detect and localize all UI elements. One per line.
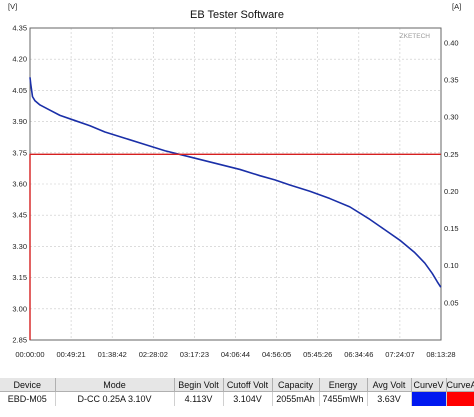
cell-mode: D-CC 0.25A 3.10V — [55, 391, 175, 406]
x-tick-label: 06:34:46 — [344, 350, 373, 359]
header-begin-volt: Begin Volt — [174, 378, 224, 392]
current-series-line — [29, 153, 441, 340]
x-tick-label: 08:13:28 — [426, 350, 455, 359]
cell-device: EBD-M05 — [0, 391, 56, 406]
x-tick-label: 00:00:00 — [15, 350, 44, 359]
left-unit-label: [V] — [8, 2, 17, 11]
y-left-tick-label: 2.85 — [12, 336, 27, 345]
x-tick-label: 04:56:05 — [262, 350, 291, 359]
x-tick-label: 05:45:26 — [303, 350, 332, 359]
y-right-tick-label: 0.40 — [444, 38, 459, 47]
y-left-tick-label: 3.00 — [12, 304, 27, 313]
header-mode: Mode — [55, 378, 175, 392]
discharge-chart: EB Tester Software [V] [A] ZKETECH 4.354… — [8, 2, 462, 359]
cell-begin-volt: 4.113V — [174, 391, 224, 406]
curve-v-color-swatch[interactable] — [411, 392, 445, 406]
cell-capacity: 2055mAh — [272, 391, 320, 406]
y-left-tick-labels: 4.35 4.20 4.05 3.90 3.75 3.60 3.45 3.30 3.15 3.00… — [12, 24, 27, 345]
y-left-tick-label: 3.90 — [12, 117, 27, 126]
y-left-tick-label: 3.15 — [12, 273, 27, 282]
x-tick-label: 03:17:23 — [180, 350, 209, 359]
x-tick-labels: 00:00:00 00:49:21 01:38:42 02:28:02 03:17:23… — [15, 350, 455, 359]
header-cutoff-volt: Cutoff Volt — [223, 378, 273, 392]
x-tick-label: 00:49:21 — [56, 350, 85, 359]
y-right-tick-label: 0.15 — [444, 224, 459, 233]
y-right-tick-label: 0.10 — [444, 261, 459, 270]
header-avg-volt: Avg Volt — [367, 378, 412, 392]
y-right-tick-label: 0.05 — [444, 298, 459, 307]
x-tick-label: 04:06:44 — [221, 350, 250, 359]
series-layer — [29, 77, 442, 340]
y-left-tick-label: 4.20 — [12, 55, 27, 64]
cell-energy: 7455mWh — [319, 391, 368, 406]
watermark: ZKETECH — [400, 33, 431, 40]
cell-avg-volt: 3.63V — [367, 391, 412, 406]
x-tick-label: 01:38:42 — [98, 350, 127, 359]
cell-curve-a-color[interactable] — [446, 391, 474, 406]
grid-lines — [30, 28, 441, 340]
y-right-tick-labels: 0.40 0.35 0.30 0.25 0.20 0.15 0.10 0.05 — [444, 38, 459, 307]
y-right-tick-label: 0.20 — [444, 187, 459, 196]
header-curve-v: CurveV — [411, 378, 447, 392]
header-curve-a: CurveA — [446, 378, 474, 392]
cell-curve-v-color[interactable] — [411, 391, 447, 406]
header-energy: Energy — [319, 378, 368, 392]
y-left-tick-label: 4.35 — [12, 24, 27, 33]
y-left-tick-label: 3.45 — [12, 211, 27, 220]
table-row[interactable]: EBD-M05 D-CC 0.25A 3.10V 4.113V 3.104V 2… — [0, 391, 474, 406]
y-left-tick-label: 3.75 — [12, 148, 27, 157]
voltage-series-line — [29, 77, 442, 288]
cell-cutoff-volt: 3.104V — [223, 391, 273, 406]
header-device: Device — [0, 378, 56, 392]
y-left-tick-label: 3.60 — [12, 180, 27, 189]
table-header-row: Device Mode Begin Volt Cutoff Volt Capac… — [0, 378, 474, 392]
x-tick-label: 07:24:07 — [385, 350, 414, 359]
curve-a-color-swatch[interactable] — [446, 392, 473, 406]
x-tick-label: 02:28:02 — [139, 350, 168, 359]
y-right-tick-label: 0.30 — [444, 113, 459, 122]
right-unit-label: [A] — [452, 2, 461, 11]
header-capacity: Capacity — [272, 378, 320, 392]
y-left-tick-label: 3.30 — [12, 242, 27, 251]
test-info-table: Device Mode Begin Volt Cutoff Volt Capac… — [0, 378, 474, 406]
y-right-tick-label: 0.35 — [444, 76, 459, 85]
chart-title: EB Tester Software — [190, 9, 284, 21]
y-right-tick-label: 0.25 — [444, 150, 459, 159]
y-left-tick-label: 4.05 — [12, 86, 27, 95]
